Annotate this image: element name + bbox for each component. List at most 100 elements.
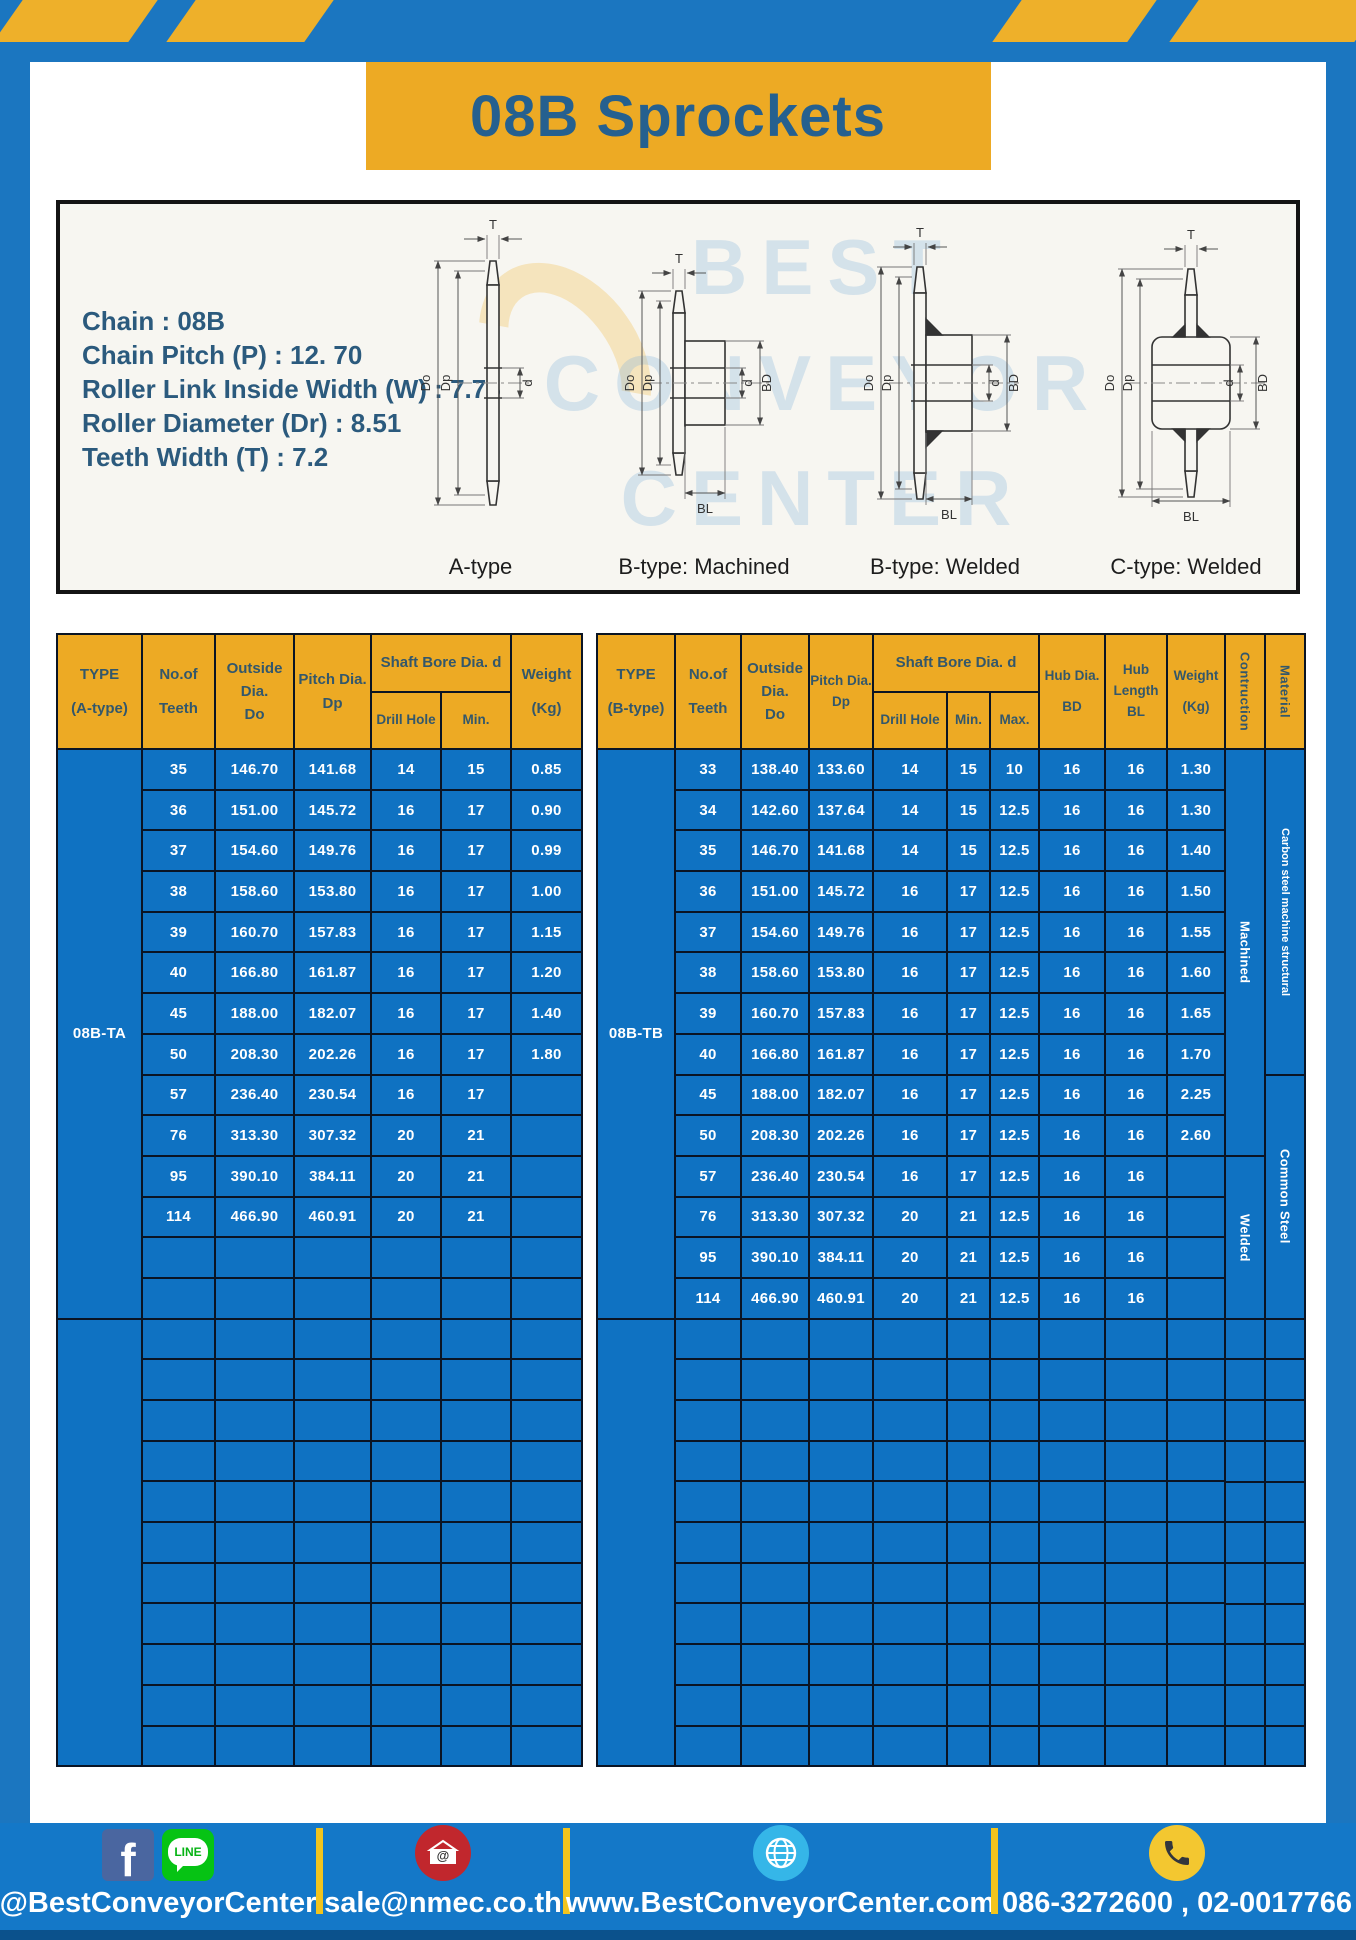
table-cell: 114: [142, 1196, 215, 1238]
table-cell: 230.54: [294, 1074, 371, 1116]
table-cell: 230.54: [809, 1155, 873, 1197]
column-outside-dia: 138.40 142.60 146.70 151.00 154.60 158.60 160.…: [741, 749, 809, 1767]
table-cell: 16: [1039, 1237, 1105, 1278]
table-cell-empty: [873, 1359, 947, 1400]
table-cell-empty: [511, 1400, 582, 1441]
table-cell: 45: [675, 1074, 741, 1116]
table-cell: 160.70: [215, 911, 294, 953]
table-cell-empty: [1167, 1359, 1225, 1400]
column-type: 08B-TA: [57, 749, 142, 1767]
spec-line: Roller Link Inside Width (W) : 7.75: [82, 374, 501, 404]
footer-divider: [563, 1827, 570, 1914]
footer-social-section: f LINE @BestConveyorCenter: [0, 1829, 316, 1920]
table-cell: 16: [1039, 789, 1105, 831]
table-cell: 1.30: [1167, 749, 1225, 790]
hazard-stripe: [1165, 0, 1356, 42]
facebook-icon: f: [102, 1829, 154, 1881]
dim-label-d: d: [520, 379, 535, 386]
dim-label-bd: BD: [1255, 374, 1270, 392]
table-cell: 37: [142, 830, 215, 872]
table-cell-empty: [294, 1562, 371, 1604]
column-construction: Machined Welded: [1225, 749, 1265, 1767]
table-cell-empty: [1225, 1481, 1265, 1523]
table-cell: [215, 1237, 294, 1278]
table-cell-empty: [142, 1603, 215, 1645]
table-cell-empty: [947, 1562, 990, 1604]
table-cell: 16: [1105, 1277, 1167, 1319]
table-cell: 16: [371, 830, 441, 872]
table-cell: 114: [675, 1277, 741, 1319]
table-cell-empty: [1167, 1562, 1225, 1604]
table-cell: 15: [947, 749, 990, 790]
dim-label-bl: BL: [1183, 509, 1199, 524]
table-cell: 21: [441, 1115, 511, 1156]
table-cell-empty: [1105, 1318, 1167, 1360]
column-header-shaft-bore: Shaft Bore Dia. d: [371, 634, 511, 692]
table-cell-empty: [1265, 1522, 1305, 1563]
table-cell-empty: [741, 1562, 809, 1604]
table-cell: 14: [873, 830, 947, 872]
b-welded-drawing: T Do Dp: [861, 225, 1021, 522]
page-title: 08B Sprockets: [365, 62, 991, 170]
table-cell: 16: [371, 952, 441, 994]
table-cell-empty: [215, 1603, 294, 1645]
row-group-empty: [57, 1318, 142, 1767]
table-cell-empty: [511, 1481, 582, 1523]
table-cell: 1.40: [1167, 830, 1225, 872]
table-cell: 466.90: [741, 1277, 809, 1319]
table-cell: 158.60: [215, 871, 294, 912]
material-carbon-steel: Carbon steel machine structural: [1265, 749, 1305, 1075]
table-cell: 12.5: [990, 911, 1039, 953]
table-cell: 154.60: [215, 830, 294, 872]
table-cell-empty: [215, 1359, 294, 1400]
hazard-stripe: [0, 0, 162, 42]
table-cell-empty: [511, 1562, 582, 1604]
sprocket-diagram-c-welded: T Do Dp: [1086, 212, 1286, 584]
table-cell: 15: [947, 830, 990, 872]
dim-label-dp: Dp: [640, 375, 655, 392]
table-cell: 17: [441, 830, 511, 872]
table-cell: 16: [873, 1074, 947, 1116]
column-drill-hole: 14 14 14 16 16 16 16 16 16 16 16 20 20 20: [873, 749, 947, 1767]
table-cell-empty: [215, 1440, 294, 1482]
table-cell-empty: [947, 1440, 990, 1482]
table-cell-empty: [215, 1522, 294, 1563]
table-cell-empty: [371, 1522, 441, 1563]
column-header-teeth: No.of Teeth: [142, 634, 215, 749]
table-cell: 151.00: [741, 871, 809, 912]
table-cell-empty: [1225, 1522, 1265, 1563]
table-cell-empty: [990, 1562, 1039, 1604]
table-cell: 16: [873, 952, 947, 994]
table-cell-empty: [511, 1603, 582, 1645]
table-cell-empty: [441, 1359, 511, 1400]
dim-label-d: d: [740, 379, 755, 386]
table-cell: 17: [947, 1155, 990, 1197]
table-cell: 149.76: [294, 830, 371, 872]
table-cell: 1.15: [511, 911, 582, 953]
table-cell: 16: [1105, 749, 1167, 790]
table-cell: 16: [1039, 749, 1105, 790]
table-cell: 16: [371, 911, 441, 953]
table-cell-empty: [511, 1522, 582, 1563]
table-cell-empty: [1265, 1562, 1305, 1604]
table-cell-empty: [1039, 1644, 1105, 1685]
table-cell-empty: [511, 1318, 582, 1360]
table-cell: 12.5: [990, 1237, 1039, 1278]
sprocket-diagram-a-type: T Do Dp d A-type: [398, 212, 563, 584]
table-cell: 0.90: [511, 789, 582, 831]
table-cell-empty: [741, 1359, 809, 1400]
table-cell-empty: [990, 1400, 1039, 1441]
table-cell: [1167, 1155, 1225, 1197]
table-cell: [215, 1277, 294, 1319]
table-cell: 1.80: [511, 1033, 582, 1075]
email-address: sale@nmec.co.th: [324, 1887, 562, 1919]
table-cell-empty: [1265, 1481, 1305, 1523]
table-cell: 36: [142, 789, 215, 831]
table-cell: [511, 1115, 582, 1156]
table-cell-empty: [371, 1603, 441, 1645]
table-cell: 17: [947, 1074, 990, 1116]
table-cell: 50: [142, 1033, 215, 1075]
column-weight: 0.85 0.90 0.99 1.00 1.15 1.20 1.40 1.80: [511, 749, 582, 1767]
table-cell-empty: [1105, 1440, 1167, 1482]
table-cell-empty: [1039, 1522, 1105, 1563]
